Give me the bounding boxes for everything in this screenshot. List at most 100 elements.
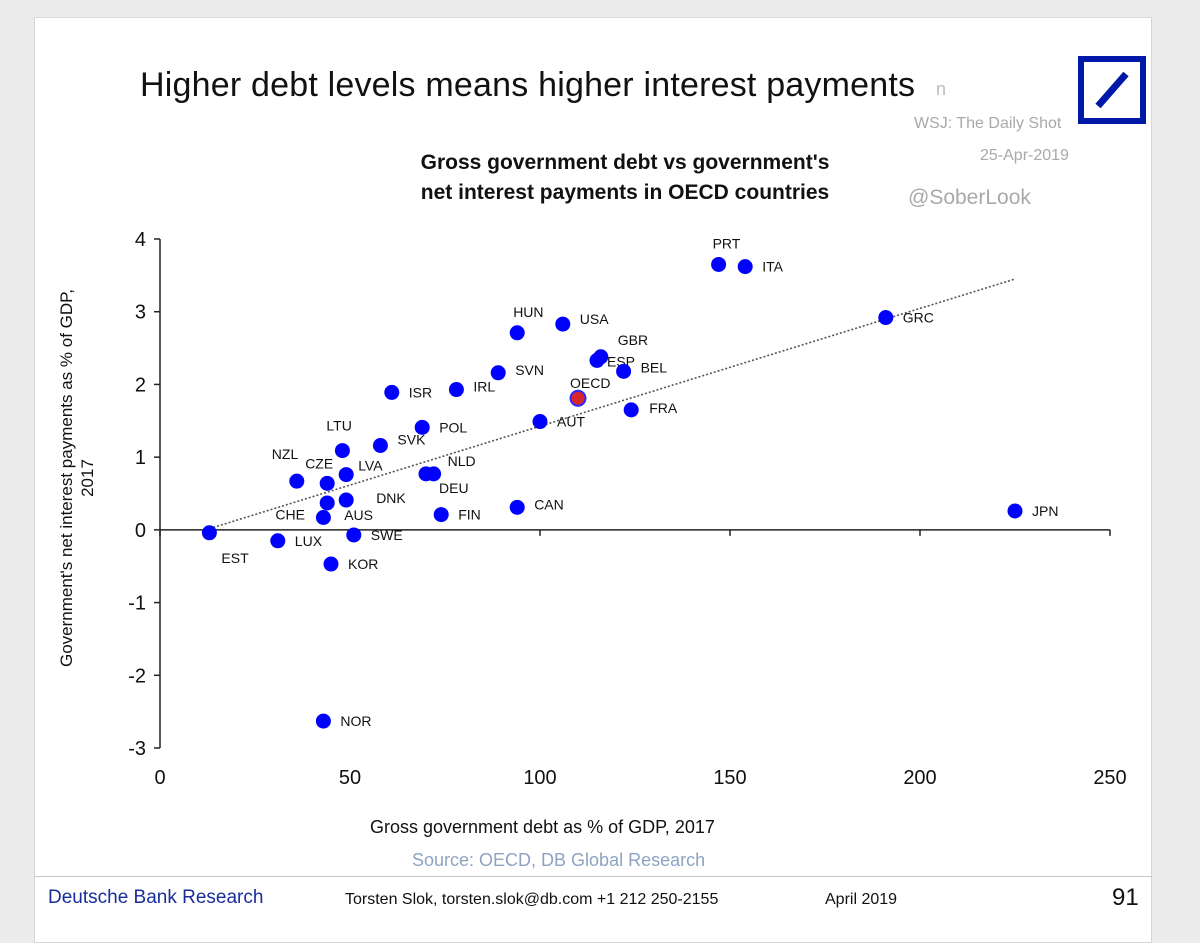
data-point-irl — [448, 382, 464, 398]
x-tick-label: 100 — [523, 767, 556, 789]
data-point-oecd — [569, 389, 587, 407]
data-point-jpn — [1007, 503, 1023, 519]
data-point-lva — [338, 467, 354, 483]
data-label-hun: HUN — [513, 304, 543, 320]
data-label-isr: ISR — [409, 384, 432, 400]
data-label-che: CHE — [275, 506, 305, 522]
y-axis-label-line: Government's net interest payments as % … — [57, 289, 76, 667]
data-label-jpn: JPN — [1032, 503, 1058, 519]
y-axis-label-line: 2017 — [78, 459, 97, 497]
page-title: Higher debt levels means higher interest… — [140, 66, 916, 104]
data-point-nzl — [289, 473, 305, 489]
data-label-fin: FIN — [458, 507, 481, 523]
data-point-esp — [589, 352, 605, 368]
data-point-swe — [346, 527, 362, 543]
y-tick-label: -2 — [128, 665, 146, 687]
data-label-oecd: OECD — [570, 375, 610, 391]
data-point-aut — [532, 414, 548, 430]
y-tick-label: -1 — [128, 593, 146, 615]
data-point-deu — [418, 466, 434, 482]
chart-title-line-2: net interest payments in OECD countries — [420, 181, 830, 204]
slide-panel — [34, 17, 1152, 943]
footer-author: Torsten Slok, torsten.slok@db.com +1 212… — [345, 891, 719, 908]
data-label-lva: LVA — [358, 458, 383, 474]
y-axis-label: Government's net interest payments as % … — [57, 289, 97, 667]
data-label-est: EST — [221, 550, 249, 566]
deutsche-bank-logo-icon — [1078, 56, 1146, 124]
data-point-svk — [372, 438, 388, 454]
footer-date: April 2019 — [825, 891, 898, 908]
data-point-aus — [319, 495, 335, 511]
x-tick-label: 0 — [154, 767, 165, 789]
data-label-aus: AUS — [344, 507, 373, 523]
data-point-usa — [555, 316, 571, 332]
data-point-ita — [737, 259, 753, 275]
watermark-attribution: n — [936, 79, 947, 99]
data-label-svn: SVN — [515, 362, 544, 378]
data-point-svn — [490, 365, 506, 381]
source-note: Source: OECD, DB Global Research — [412, 850, 706, 870]
y-tick-label: 4 — [135, 229, 146, 251]
data-label-ita: ITA — [762, 259, 783, 275]
data-label-kor: KOR — [348, 556, 378, 572]
data-label-lux: LUX — [295, 533, 323, 549]
data-label-usa: USA — [580, 311, 609, 327]
y-tick-label: 3 — [135, 302, 146, 324]
footer-brand: Deutsche Bank Research — [48, 887, 264, 908]
data-label-cze: CZE — [305, 455, 333, 471]
data-label-grc: GRC — [903, 310, 934, 326]
data-point-nor — [315, 713, 331, 729]
data-label-deu: DEU — [439, 480, 469, 496]
data-label-gbr: GBR — [618, 332, 648, 348]
x-tick-label: 50 — [339, 767, 361, 789]
data-point-prt — [711, 256, 727, 272]
data-label-dnk: DNK — [376, 490, 406, 506]
x-axis-label: Gross government debt as % of GDP, 2017 — [370, 817, 715, 837]
data-point-lux — [270, 533, 286, 549]
y-tick-label: -3 — [128, 738, 146, 760]
data-point-kor — [323, 556, 339, 572]
data-point-pol — [414, 419, 430, 435]
x-tick-label: 200 — [903, 767, 936, 789]
data-point-fra — [623, 402, 639, 418]
y-tick-label: 2 — [135, 374, 146, 396]
data-point-che — [315, 509, 331, 525]
data-label-ltu: LTU — [326, 418, 351, 434]
data-label-bel: BEL — [641, 359, 668, 375]
x-tick-label: 150 — [713, 767, 746, 789]
watermark-date: 25-Apr-2019 — [980, 147, 1069, 164]
trendline — [205, 278, 1016, 531]
data-label-pol: POL — [439, 419, 467, 435]
data-label-can: CAN — [534, 496, 564, 512]
y-tick-label: 0 — [135, 520, 146, 542]
chart-title-line-1: Gross government debt vs government's — [420, 151, 830, 174]
data-label-aut: AUT — [557, 414, 585, 430]
data-label-nld: NLD — [448, 453, 476, 469]
data-point-dnk — [338, 492, 354, 508]
data-point-est — [201, 525, 217, 541]
data-point-grc — [878, 310, 894, 326]
logo-slash-icon — [1095, 71, 1129, 109]
data-point-hun — [509, 325, 525, 341]
y-tick-label: 1 — [135, 447, 146, 469]
footer-divider — [34, 876, 1152, 877]
data-point-bel — [616, 363, 632, 379]
page-number: 91 — [1112, 884, 1139, 911]
x-tick-label: 250 — [1093, 767, 1126, 789]
data-point-can — [509, 499, 525, 515]
data-label-prt: PRT — [713, 235, 741, 251]
data-label-svk: SVK — [397, 432, 426, 448]
data-label-fra: FRA — [649, 400, 678, 416]
data-label-nor: NOR — [340, 713, 371, 729]
chart-title: Gross government debt vs government's ne… — [300, 148, 950, 208]
data-point-fin — [433, 507, 449, 523]
data-label-irl: IRL — [473, 379, 495, 395]
watermark-source: WSJ: The Daily Shot — [914, 115, 1062, 132]
data-point-isr — [384, 384, 400, 400]
data-label-nzl: NZL — [272, 446, 299, 462]
watermark-handle: @SoberLook — [908, 186, 1031, 209]
data-point-cze — [319, 475, 335, 491]
data-label-swe: SWE — [371, 527, 403, 543]
data-point-ltu — [334, 443, 350, 459]
